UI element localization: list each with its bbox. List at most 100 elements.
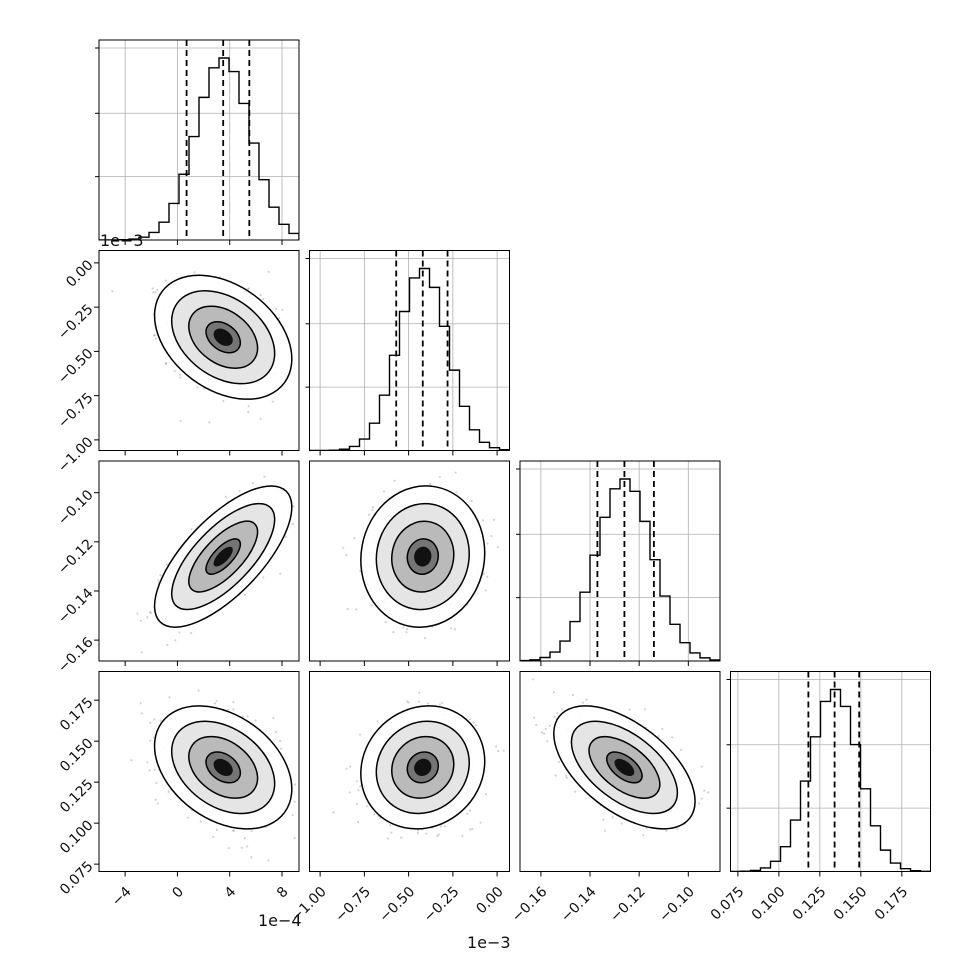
scatter-point xyxy=(479,821,482,824)
scatter-point xyxy=(497,750,500,753)
y-tick-label: −0.14 xyxy=(55,585,97,627)
scatter-point xyxy=(164,361,168,365)
y-tick-label: −0.50 xyxy=(55,346,97,388)
scatter-point xyxy=(357,789,360,792)
scatter-point xyxy=(468,809,471,812)
x-tick-label: −4 xyxy=(109,884,135,910)
scatter-point xyxy=(149,739,152,742)
scatter-point xyxy=(392,631,395,634)
scatter-point xyxy=(540,731,544,734)
scatter-point xyxy=(267,270,270,273)
scatter-point xyxy=(165,563,169,566)
scatter-point xyxy=(213,702,217,705)
scatter-point xyxy=(482,519,485,522)
scatter-point xyxy=(304,365,306,367)
scatter-point xyxy=(208,421,211,424)
y-tick-label: 0.075 xyxy=(57,858,97,898)
scatter-point xyxy=(168,696,171,699)
scatter-point xyxy=(676,827,679,831)
panel-frame xyxy=(309,671,510,872)
scatter-point xyxy=(535,723,538,727)
scatter-point xyxy=(471,827,474,831)
scatter-point xyxy=(251,481,255,485)
scatter-point xyxy=(370,604,373,607)
scatter-point xyxy=(461,834,464,838)
scatter-point xyxy=(305,331,307,333)
scatter-point xyxy=(136,612,139,615)
scatter-point xyxy=(423,637,426,640)
scatter-point xyxy=(250,830,253,833)
density-3-0 xyxy=(130,689,297,862)
scatter-point xyxy=(243,837,246,840)
scatter-point xyxy=(139,702,142,705)
contour-line-2 xyxy=(375,720,470,815)
scatter-point xyxy=(437,833,440,836)
scatter-point xyxy=(428,482,432,486)
scatter-point xyxy=(262,298,265,301)
x-tick-label: −0.25 xyxy=(421,884,463,926)
scatter-point xyxy=(376,720,379,723)
y-tick-label: 0.00 xyxy=(63,257,96,290)
scatter-point xyxy=(436,834,439,838)
scatter-point xyxy=(232,708,235,711)
scatter-point xyxy=(346,608,349,611)
panel-frame xyxy=(98,671,300,872)
scatter-point xyxy=(439,825,442,828)
scatter-point xyxy=(490,535,493,538)
scatter-point xyxy=(302,366,304,368)
scatter-point xyxy=(247,405,250,408)
density-2-1 xyxy=(342,471,499,640)
scatter-point xyxy=(149,721,152,724)
y-tick-label: −0.10 xyxy=(55,487,97,529)
contour-line-3 xyxy=(153,705,293,830)
scatter-point xyxy=(139,619,143,622)
panel-2-0: −0.16−0.14−0.12−0.10 xyxy=(55,460,300,676)
scatter-point xyxy=(671,736,674,739)
scatter-point xyxy=(406,628,409,631)
scatter-point xyxy=(455,491,458,494)
scatter-point xyxy=(222,400,225,403)
panel-1-0: −1.00−0.75−0.50−0.250.00 xyxy=(55,250,307,476)
contour-line-2 xyxy=(170,290,276,385)
contour-line-3 xyxy=(153,274,293,400)
scatter-point xyxy=(393,479,396,482)
scatter-point xyxy=(386,837,389,840)
scatter-point xyxy=(293,800,296,804)
scatter-point xyxy=(466,812,469,815)
panel-1-1 xyxy=(305,250,510,456)
scatter-point xyxy=(154,798,157,801)
scatter-point xyxy=(148,611,151,614)
scatter-point xyxy=(486,575,489,578)
scatter-point xyxy=(153,333,157,336)
scatter-point xyxy=(355,780,358,783)
scatter-point xyxy=(548,724,552,727)
y-tick-label: −0.25 xyxy=(55,301,97,343)
scatter-point xyxy=(154,337,157,340)
y-tick-label: 0.150 xyxy=(57,736,97,776)
scatter-point xyxy=(349,765,352,768)
scatter-point xyxy=(215,828,218,832)
panel-3-2: −0.16 −0.14 −0.12 −0.10 xyxy=(509,671,721,925)
density-core xyxy=(213,328,233,346)
panel-3-1: −1.00 −0.75 −0.50 −0.25 0.00 xyxy=(288,671,510,926)
scatter-point xyxy=(366,805,369,808)
scatter-point xyxy=(212,835,215,839)
scatter-point xyxy=(190,632,193,635)
scatter-point xyxy=(418,691,421,694)
y-tick-label: 0.100 xyxy=(57,817,97,857)
scatter-point xyxy=(146,616,149,619)
scatter-point xyxy=(240,846,243,849)
scatter-point xyxy=(241,715,244,718)
density-3-2 xyxy=(532,678,710,837)
contour-line-0 xyxy=(205,751,242,784)
scatter-point xyxy=(246,715,249,718)
scatter-point xyxy=(243,593,246,596)
scatter-point xyxy=(275,307,278,310)
scatter-point xyxy=(173,369,176,372)
panel-frame xyxy=(309,250,510,451)
scatter-point xyxy=(294,783,297,786)
scatter-point xyxy=(342,546,345,549)
scatter-point xyxy=(443,825,446,828)
contour-line-3 xyxy=(153,485,293,628)
scatter-point xyxy=(186,816,189,819)
